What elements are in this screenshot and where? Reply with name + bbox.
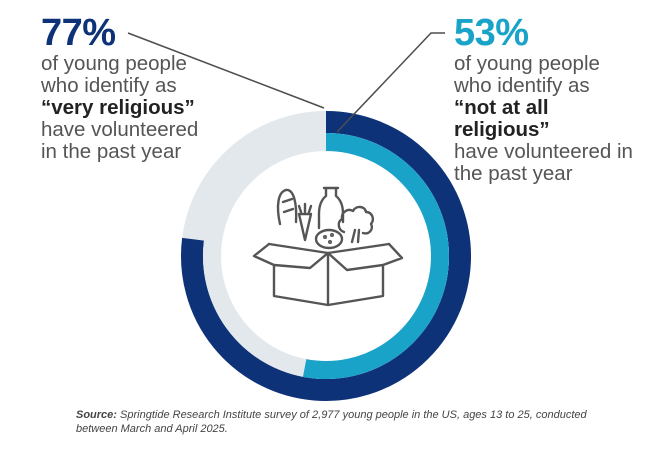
group-label-not-religious: “not at all religious” <box>454 96 550 141</box>
ring-arc-very-religious <box>181 111 471 401</box>
text-line: have volunteered <box>41 118 199 141</box>
leader-line-very-religious <box>127 32 325 109</box>
text-line: who identify as <box>41 74 177 97</box>
callout-not-religious: 53% of young people who identify as “not… <box>454 14 649 185</box>
source-label: Source: <box>76 409 117 421</box>
source-note: Source: Springtide Research Institute su… <box>76 408 616 436</box>
stat-not-religious: 53% <box>454 12 529 54</box>
text-line: have volunteered in <box>454 140 633 163</box>
text-line: who identify as <box>454 74 590 97</box>
group-label-very-religious: “very religious” <box>41 96 195 119</box>
callout-very-religious: 77% of young people who identify as “ver… <box>41 14 241 163</box>
stat-very-religious: 77% <box>41 12 116 54</box>
grocery-box-icon <box>252 186 404 307</box>
text-line: the past year <box>454 162 573 185</box>
text-line: of young people <box>454 52 600 75</box>
ring-arc-not-at-all-religious <box>302 133 449 379</box>
text-line: of young people <box>41 52 187 75</box>
leader-line-not-religious <box>336 32 445 133</box>
text-line: in the past year <box>41 140 182 163</box>
source-text: Springtide Research Institute survey of … <box>76 409 587 435</box>
